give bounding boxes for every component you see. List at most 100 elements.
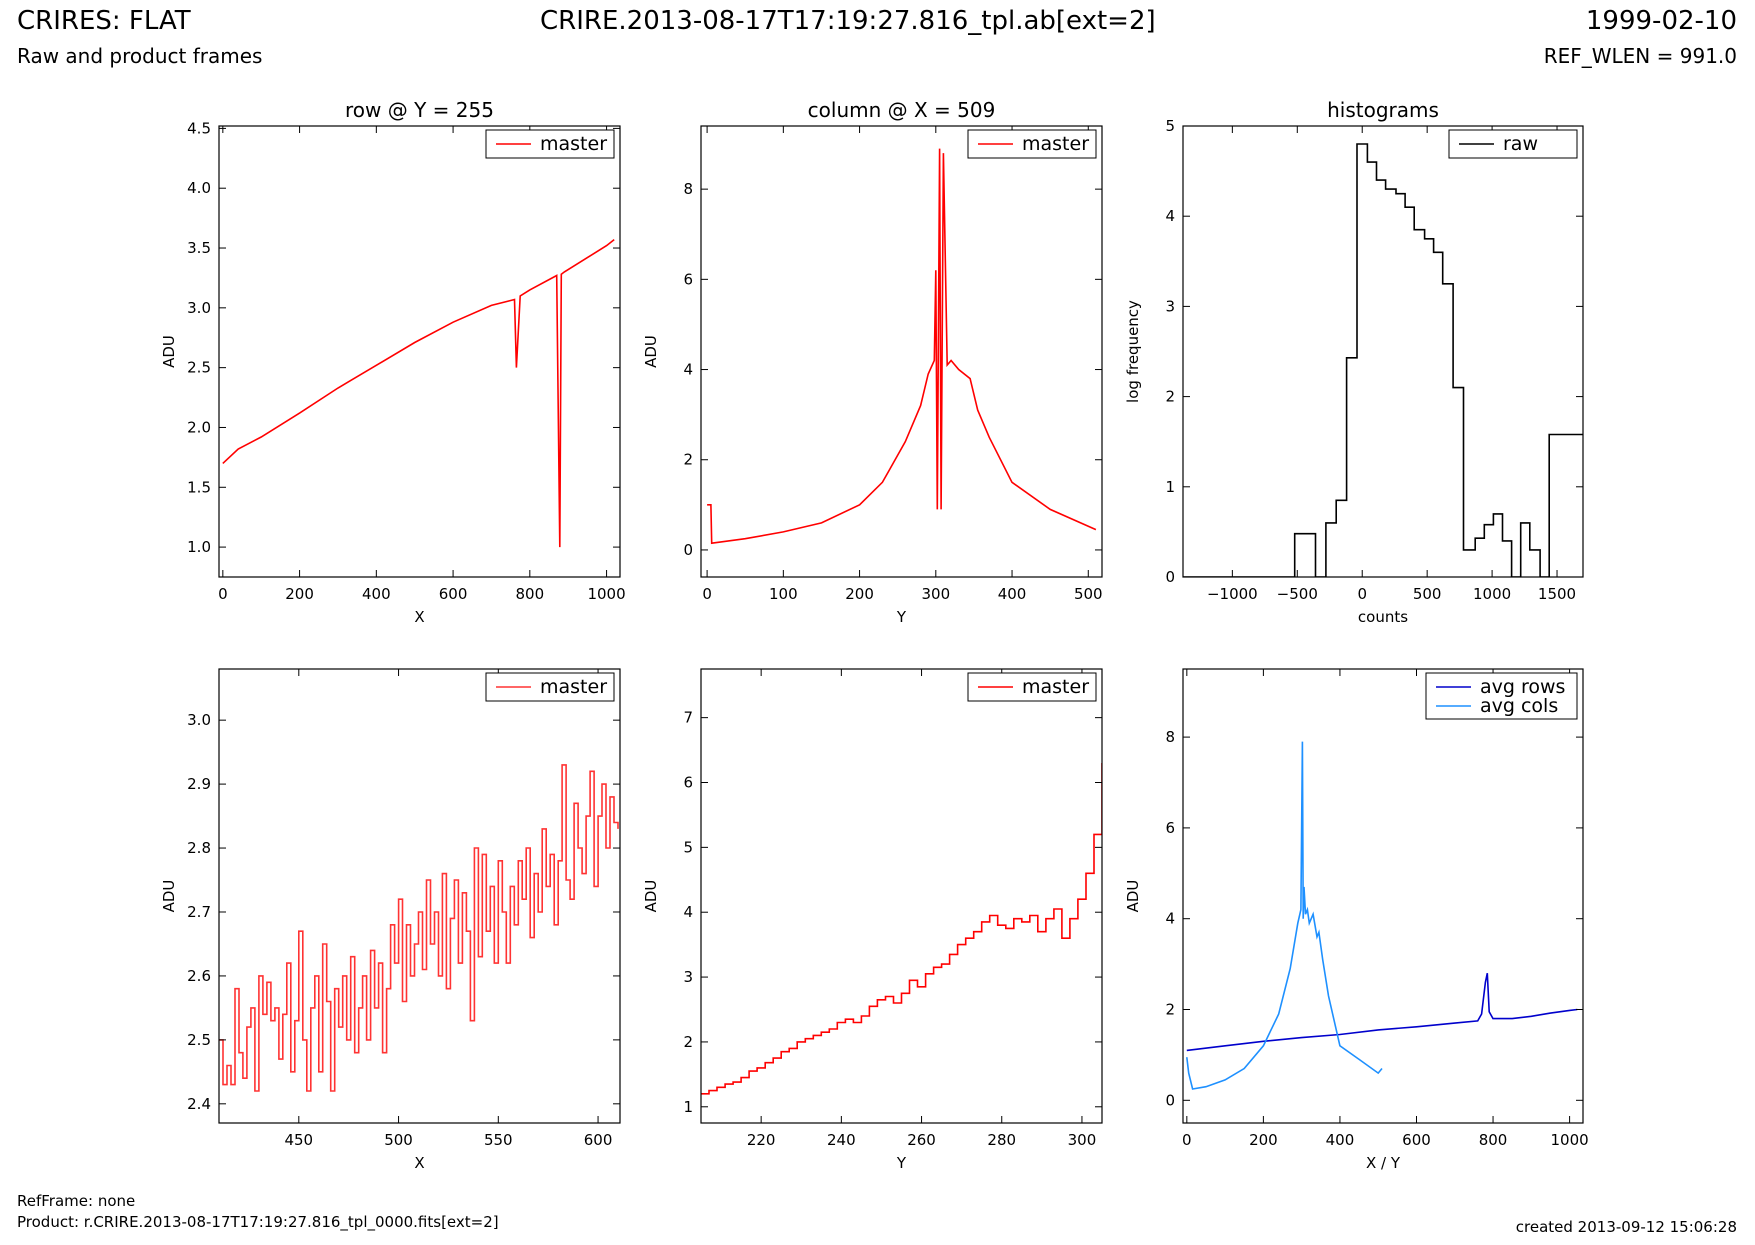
y-tick-label: 6: [1165, 819, 1175, 837]
plot-frame: [218, 668, 621, 1124]
y-tick-label: 4: [683, 361, 693, 379]
x-tick-label: 200: [285, 585, 314, 603]
legend-box: [1425, 672, 1578, 720]
y-tick-label: 2.4: [187, 1095, 211, 1113]
y-tick-label: 2: [683, 451, 693, 469]
y-axis-label: ADU: [160, 880, 178, 913]
plot-frame: [1182, 668, 1584, 1124]
x-tick-label: 800: [516, 585, 545, 603]
legend-label: avg cols: [1480, 695, 1558, 717]
date-label: 1999-02-10: [1585, 6, 1737, 36]
chart-panel-6: 0 200 400 600 800 1000 0 2 4 6 8 X / Y ADU avg rowsav…: [1124, 668, 1589, 1172]
series-line-raw: [1183, 143, 1583, 577]
x-tick-label: 400: [362, 585, 391, 603]
x-tick-label: 0: [1182, 1131, 1192, 1149]
x-tick-label: 280: [987, 1131, 1016, 1149]
x-tick-label: 500: [384, 1131, 413, 1149]
x-axis-label: Y: [896, 608, 907, 626]
y-tick-label: 4.5: [187, 119, 211, 137]
x-axis-label: counts: [1358, 608, 1408, 626]
y-tick-label: 0: [683, 541, 693, 559]
y-tick-label: 2.5: [187, 1031, 211, 1049]
x-tick-label: 0: [702, 585, 712, 603]
x-tick-label: 450: [284, 1131, 313, 1149]
chart-panel-4: 450 500 550 600 2.4 2.5 2.6 2.7 2.8 2.9 3.0 X ADU mas…: [160, 668, 621, 1172]
x-tick-label: 300: [921, 585, 950, 603]
y-tick-label: 0: [1165, 1091, 1175, 1109]
series-line-master: [707, 148, 1097, 545]
legend-label: raw: [1503, 133, 1538, 155]
chart-title: row @ Y = 255: [345, 98, 494, 122]
x-tick-label: 600: [439, 585, 468, 603]
series-line-master: [219, 764, 619, 1092]
x-axis-label: X: [414, 608, 424, 626]
y-tick-label: 8: [683, 180, 693, 198]
x-tick-label: 500: [1074, 585, 1103, 603]
x-tick-label: 400: [1326, 1131, 1355, 1149]
x-tick-label: 1000: [1473, 585, 1511, 603]
y-tick-label: 2.7: [187, 903, 211, 921]
y-tick-label: 3: [683, 968, 693, 986]
x-tick-label: 200: [845, 585, 874, 603]
y-tick-label: 4: [683, 903, 693, 921]
y-tick-label: 1.5: [187, 478, 211, 496]
series-line-master: [701, 763, 1102, 1095]
legend-label: master: [1022, 133, 1089, 155]
chart-title: column @ X = 509: [808, 98, 996, 122]
y-tick-label: 0: [1165, 568, 1175, 586]
x-tick-label: 400: [998, 585, 1027, 603]
x-tick-label: 550: [484, 1131, 513, 1149]
y-tick-label: 2.0: [187, 418, 211, 436]
x-tick-label: 1000: [587, 585, 625, 603]
y-tick-label: 4.0: [187, 179, 211, 197]
x-tick-label: 1500: [1538, 585, 1576, 603]
plot-frame: [700, 668, 1103, 1124]
legend-label: master: [540, 133, 607, 155]
chart-panel-5: 220 240 260 280 300 1 2 3 4 5 6 7 Y ADU master: [642, 668, 1103, 1172]
y-tick-label: 1.0: [187, 538, 211, 556]
x-tick-label: −500: [1277, 585, 1318, 603]
x-axis-label: Y: [896, 1154, 907, 1172]
plot-frame: [1182, 125, 1584, 578]
y-axis-label: ADU: [1124, 880, 1142, 913]
x-tick-label: 200: [1249, 1131, 1278, 1149]
ref-wlen-label: REF_WLEN = 991.0: [1543, 44, 1737, 68]
y-tick-label: 7: [683, 709, 693, 727]
y-tick-label: 2.5: [187, 359, 211, 377]
chart-panel-1: 0 200 400 600 800 1000 1.0 1.5 2.0 2.5 3.0 3.5 4.0 4.…: [160, 98, 626, 626]
y-tick-label: 2: [1165, 388, 1175, 406]
y-tick-label: 2.8: [187, 839, 211, 857]
x-tick-label: 100: [769, 585, 798, 603]
y-axis-label: ADU: [642, 880, 660, 913]
y-tick-label: 6: [683, 270, 693, 288]
y-tick-label: 4: [1165, 207, 1175, 225]
x-tick-label: 220: [747, 1131, 776, 1149]
refframe-label: RefFrame: none: [17, 1192, 136, 1210]
chart-panel-2: 0 100 200 300 400 500 0 2 4 6 8 column @ X = 509 Y AD…: [642, 98, 1103, 626]
created-label: created 2013-09-12 15:06:28: [1515, 1218, 1737, 1236]
series-line-master: [222, 238, 615, 548]
file-name: CRIRE.2013-08-17T17:19:27.816_tpl.ab[ext…: [540, 6, 1156, 36]
y-tick-label: 4: [1165, 910, 1175, 928]
x-tick-label: 600: [1402, 1131, 1431, 1149]
y-tick-label: 3.0: [187, 299, 211, 317]
x-tick-label: 800: [1479, 1131, 1508, 1149]
x-tick-label: 600: [584, 1131, 613, 1149]
series-line-avg-rows: [1186, 973, 1578, 1052]
plot-frame: [700, 125, 1103, 578]
x-tick-label: 240: [827, 1131, 856, 1149]
y-tick-label: 2.6: [187, 967, 211, 985]
series-line-avg-cols: [1186, 741, 1383, 1090]
y-tick-label: 3: [1165, 297, 1175, 315]
y-tick-label: 2: [683, 1033, 693, 1051]
y-axis-label: log frequency: [1124, 300, 1142, 403]
figure-title: CRIRES: FLAT: [17, 6, 191, 36]
x-tick-label: 260: [907, 1131, 936, 1149]
chart-title: histograms: [1327, 98, 1439, 122]
y-tick-label: 2: [1165, 1001, 1175, 1019]
legend-label: master: [1022, 676, 1089, 698]
y-tick-label: 1: [683, 1098, 693, 1116]
y-axis-label: ADU: [160, 335, 178, 368]
legend-label: avg rows: [1480, 676, 1565, 698]
y-tick-label: 6: [683, 774, 693, 792]
